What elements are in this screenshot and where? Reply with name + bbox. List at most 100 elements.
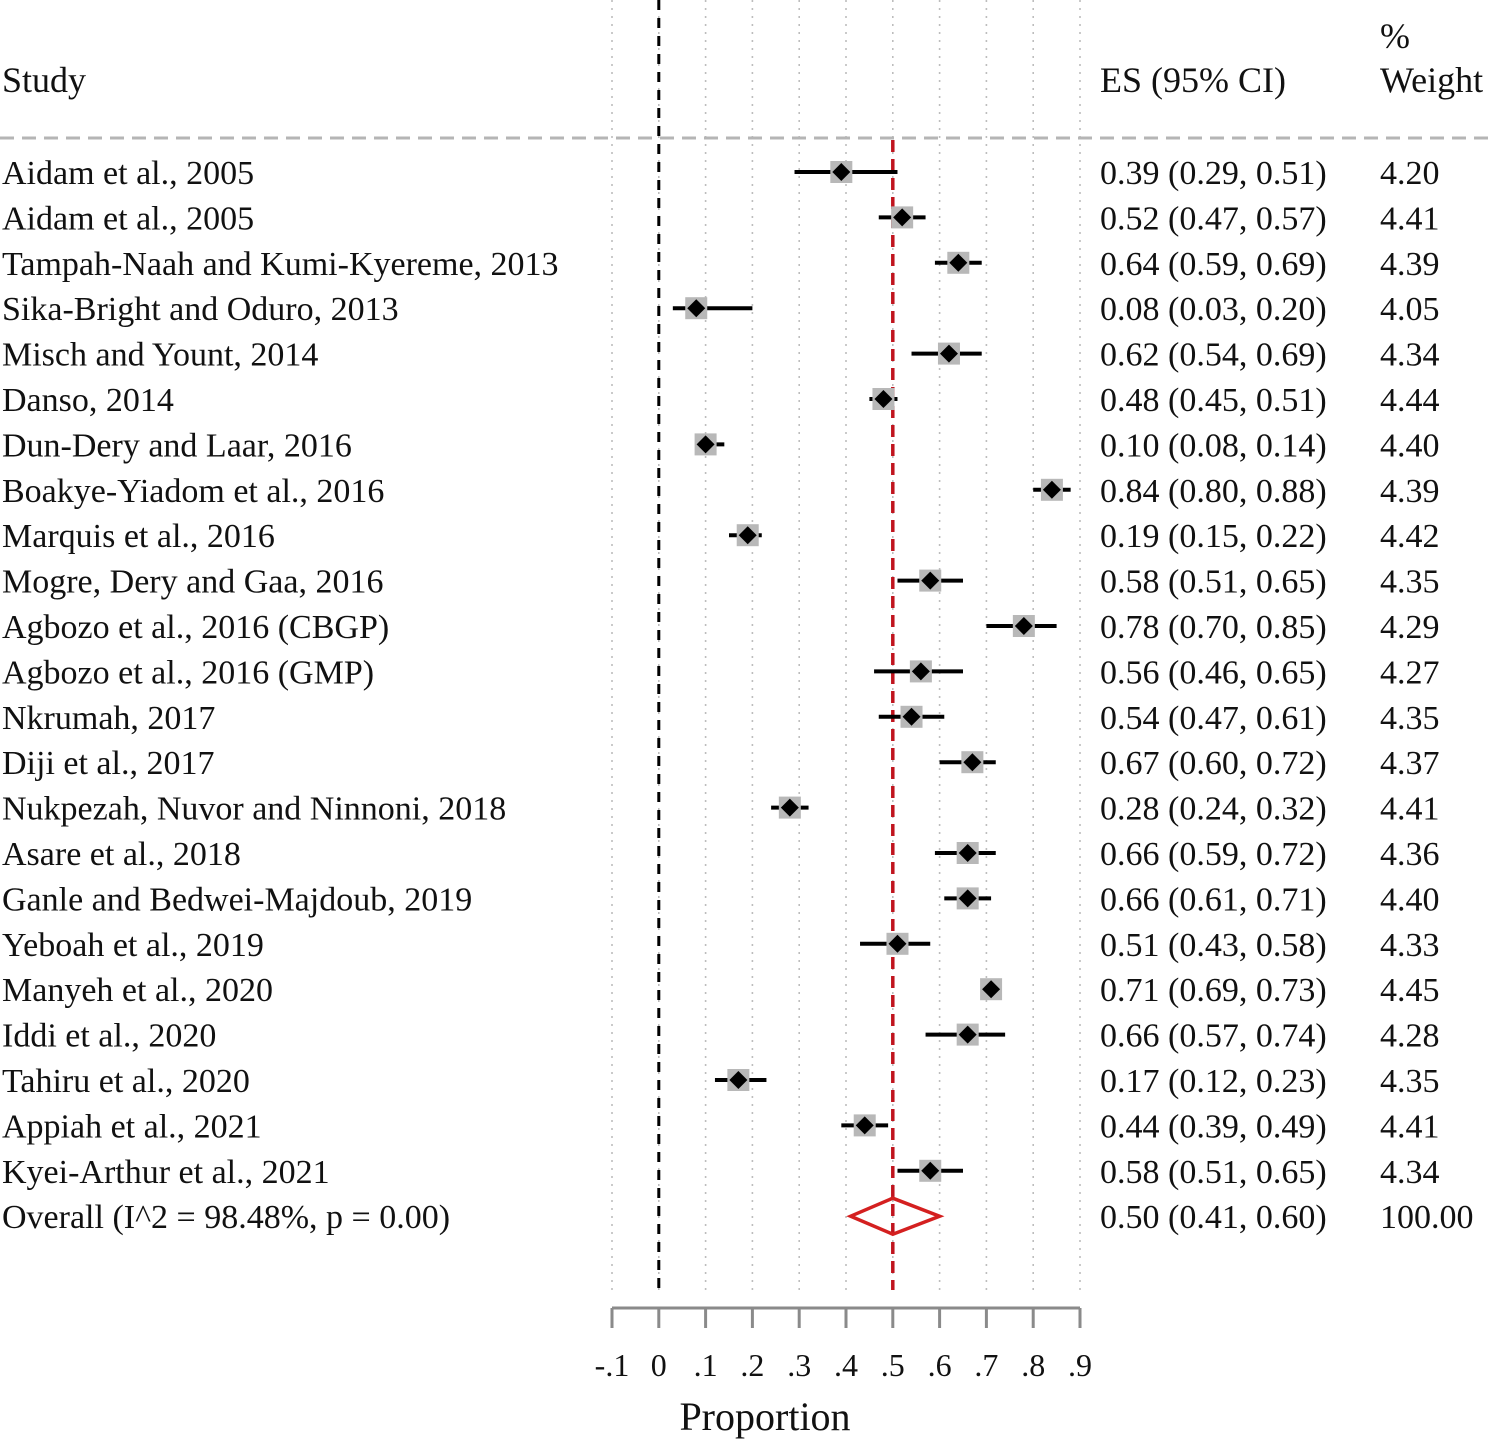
point-estimate [949, 253, 968, 272]
es-ci-value: 0.52 (0.47, 0.57) [1100, 200, 1327, 237]
header-es: ES (95% CI) [1100, 60, 1286, 100]
study-row: Nkrumah, 2017 0.54 (0.47, 0.61) 4.35 [2, 700, 1440, 737]
es-ci-value: 0.44 (0.39, 0.49) [1100, 1108, 1327, 1145]
study-label: Yeboah et al., 2019 [2, 927, 264, 964]
study-rows: Aidam et al., 2005 0.39 (0.29, 0.51) 4.20A… [2, 155, 1440, 1191]
point-estimate [696, 435, 715, 454]
point-estimate [902, 707, 921, 726]
es-ci-value: 0.54 (0.47, 0.61) [1100, 700, 1327, 737]
study-row: Sika-Bright and Oduro, 2013 0.08 (0.03, 0… [2, 291, 1440, 328]
header-weight: Weight [1380, 60, 1483, 100]
es-ci-value: 0.62 (0.54, 0.69) [1100, 337, 1327, 374]
point-estimate [939, 344, 958, 363]
weight-value: 4.35 [1380, 700, 1440, 737]
es-ci-value: 0.84 (0.80, 0.88) [1100, 473, 1327, 510]
header: Study ES (95% CI) % Weight [2, 16, 1483, 100]
study-label: Dun-Dery and Laar, 2016 [2, 427, 352, 464]
study-row: Asare et al., 2018 0.66 (0.59, 0.72) 4.36 [2, 836, 1440, 873]
study-label: Kyei-Arthur et al., 2021 [2, 1154, 330, 1191]
es-ci-value: 0.19 (0.15, 0.22) [1100, 518, 1327, 555]
x-tick-label: .1 [694, 1347, 718, 1383]
point-estimate [958, 844, 977, 862]
study-row: Yeboah et al., 2019 0.51 (0.43, 0.58) 4.33 [2, 927, 1440, 964]
study-label: Asare et al., 2018 [2, 836, 241, 873]
reference-lines [657, 0, 895, 1290]
point-estimate [729, 1071, 748, 1089]
weight-value: 4.39 [1380, 473, 1440, 510]
es-ci-value: 0.64 (0.59, 0.69) [1100, 246, 1327, 283]
point-estimate [958, 889, 977, 908]
point-estimate [780, 798, 799, 817]
weight-value: 4.41 [1380, 791, 1440, 828]
study-row: Tahiru et al., 2020 0.17 (0.12, 0.23) 4.35 [2, 1063, 1440, 1100]
study-row: Nukpezah, Nuvor and Ninnoni, 2018 0.28 (0… [2, 791, 1440, 828]
es-ci-value: 0.51 (0.43, 0.58) [1100, 927, 1327, 964]
weight-value: 4.39 [1380, 246, 1440, 283]
study-label: Ganle and Bedwei-Majdoub, 2019 [2, 881, 472, 918]
weight-value: 4.37 [1380, 745, 1440, 782]
point-estimate [911, 662, 930, 681]
study-row: Diji et al., 2017 0.67 (0.60, 0.72) 4.37 [2, 745, 1440, 782]
study-row: Aidam et al., 2005 0.39 (0.29, 0.51) 4.20 [2, 155, 1440, 192]
study-label: Tampah-Naah and Kumi-Kyereme, 2013 [2, 246, 559, 283]
study-row: Misch and Yount, 2014 0.62 (0.54, 0.69) 4.… [2, 337, 1440, 374]
study-label: Nkrumah, 2017 [2, 700, 215, 737]
study-label: Agbozo et al., 2016 (CBGP) [2, 609, 389, 646]
point-estimate [1042, 480, 1061, 499]
x-tick-label: .5 [881, 1347, 905, 1383]
weight-value: 4.35 [1380, 1063, 1440, 1100]
es-ci-value: 0.48 (0.45, 0.51) [1100, 382, 1327, 419]
point-estimate [982, 980, 1001, 999]
point-estimate [832, 163, 851, 181]
weight-value: 4.41 [1380, 200, 1440, 237]
overall-weight-value: 100.00 [1380, 1199, 1474, 1236]
x-tick-label: -.1 [595, 1347, 630, 1383]
x-tick-label: .9 [1068, 1347, 1092, 1383]
point-estimate [1014, 617, 1033, 635]
es-ci-value: 0.67 (0.60, 0.72) [1100, 745, 1327, 782]
study-label: Misch and Yount, 2014 [2, 337, 318, 374]
x-tick-label: .7 [974, 1347, 998, 1383]
x-tick-label: .4 [834, 1347, 858, 1383]
es-ci-value: 0.39 (0.29, 0.51) [1100, 155, 1327, 192]
study-row: Tampah-Naah and Kumi-Kyereme, 2013 0.64 (… [2, 246, 1440, 283]
study-label: Boakye-Yiadom et al., 2016 [2, 473, 384, 510]
overall-es-ci-value: 0.50 (0.41, 0.60) [1100, 1199, 1327, 1236]
es-ci-value: 0.58 (0.51, 0.65) [1100, 564, 1327, 601]
point-estimate [921, 1161, 940, 1180]
study-row: Appiah et al., 2021 0.44 (0.39, 0.49) 4.41 [2, 1108, 1440, 1145]
study-label: Aidam et al., 2005 [2, 200, 254, 237]
study-label: Nukpezah, Nuvor and Ninnoni, 2018 [2, 791, 506, 828]
point-estimate [921, 571, 940, 590]
weight-value: 4.28 [1380, 1018, 1440, 1055]
weight-value: 4.33 [1380, 927, 1440, 964]
study-row: Ganle and Bedwei-Majdoub, 2019 0.66 (0.61… [2, 881, 1440, 918]
x-tick-label: .8 [1021, 1347, 1045, 1383]
es-ci-value: 0.28 (0.24, 0.32) [1100, 791, 1327, 828]
study-label: Mogre, Dery and Gaa, 2016 [2, 564, 383, 601]
study-label: Sika-Bright and Oduro, 2013 [2, 291, 399, 328]
point-estimate [855, 1116, 874, 1135]
x-tick-label: 0 [651, 1347, 667, 1383]
study-row: Dun-Dery and Laar, 2016 0.10 (0.08, 0.14)… [2, 427, 1440, 464]
es-ci-value: 0.71 (0.69, 0.73) [1100, 972, 1327, 1009]
weight-value: 4.27 [1380, 654, 1440, 691]
header-weight-percent: % [1380, 16, 1410, 56]
study-label: Agbozo et al., 2016 (GMP) [2, 654, 374, 691]
point-estimate [888, 934, 907, 953]
weight-value: 4.34 [1380, 1154, 1440, 1191]
weight-value: 4.42 [1380, 518, 1440, 555]
study-label: Aidam et al., 2005 [2, 155, 254, 192]
point-estimate [874, 390, 893, 408]
study-row: Iddi et al., 2020 0.66 (0.57, 0.74) 4.28 [2, 1018, 1440, 1055]
study-row: Boakye-Yiadom et al., 2016 0.84 (0.80, 0.… [2, 473, 1440, 510]
weight-value: 4.40 [1380, 427, 1440, 464]
es-ci-value: 0.66 (0.57, 0.74) [1100, 1018, 1327, 1055]
study-label: Marquis et al., 2016 [2, 518, 275, 555]
weight-value: 4.40 [1380, 881, 1440, 918]
overall-row: Overall (I^2 = 98.48%, p = 0.00) 0.50 (0.… [2, 1196, 1474, 1236]
point-estimate [738, 526, 757, 545]
weight-value: 4.29 [1380, 609, 1440, 646]
study-row: Manyeh et al., 2020 0.71 (0.69, 0.73) 4.45 [2, 972, 1440, 1009]
